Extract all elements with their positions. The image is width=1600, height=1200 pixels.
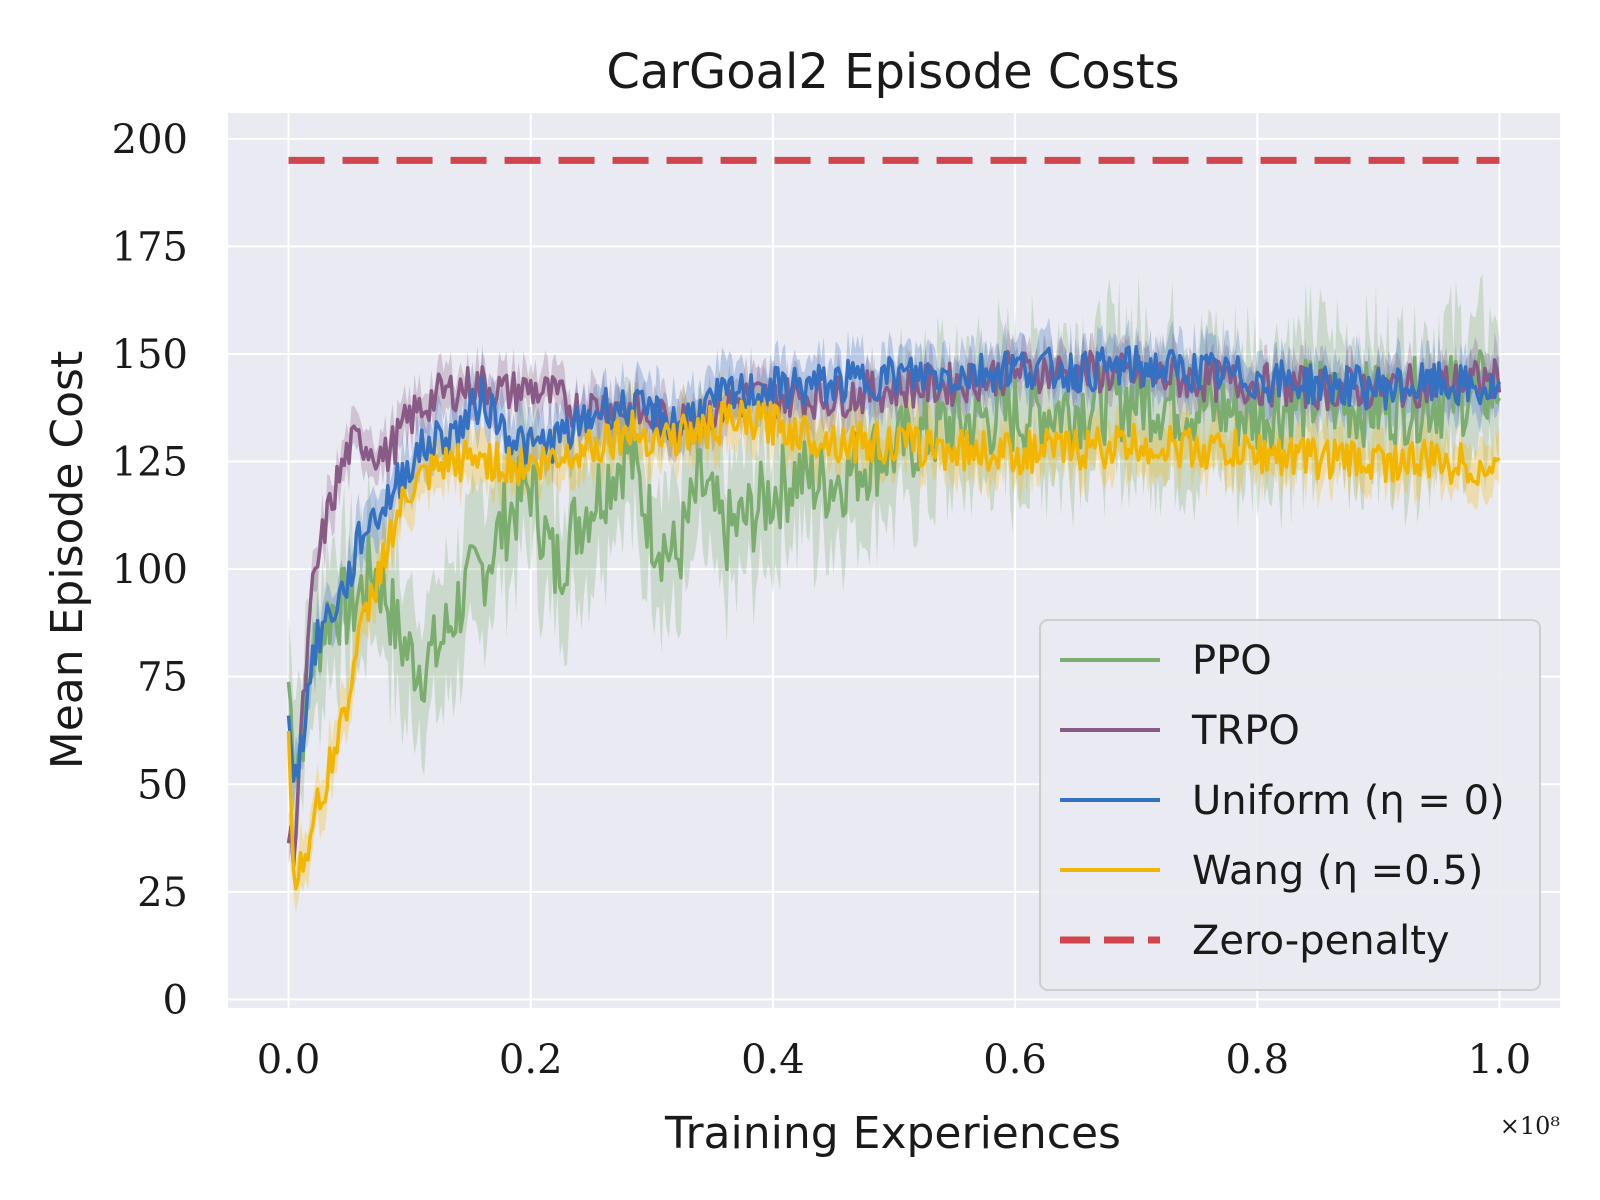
y-tick-label: 0 — [163, 977, 188, 1023]
y-tick-label: 50 — [137, 762, 188, 808]
legend-box — [1039, 619, 1541, 991]
x-tick-label: 0.6 — [983, 1037, 1047, 1083]
series-lines — [286, 156, 1502, 891]
legend: PPO TRPO Uniform (η = 0) Wang (η =0.5) Zero-… — [1039, 619, 1541, 991]
x-tick-label: 0.8 — [1225, 1037, 1289, 1083]
x-tick-label: 0.2 — [499, 1037, 563, 1083]
y-axis: 0 25 50 75 100 125 150 175 200 — [112, 117, 188, 1024]
x-axis: 0.0 0.2 0.4 0.6 0.8 1.0 — [257, 1037, 1532, 1083]
x-tick-label: 0.0 — [257, 1037, 321, 1083]
y-tick-label: 175 — [112, 224, 188, 270]
y-tick-label: 200 — [112, 117, 188, 163]
x-tick-label: 0.4 — [741, 1037, 805, 1083]
x-axis-label: Training Experiences — [664, 1108, 1121, 1159]
legend-label-ppo: PPO — [1192, 638, 1272, 684]
y-tick-label: 100 — [112, 547, 188, 593]
legend-label-uniform-0: Uniform (η = 0) — [1192, 778, 1505, 824]
series-line-uniform-0 — [286, 344, 1502, 783]
legend-label-wang-0-5: Wang (η =0.5) — [1192, 848, 1483, 894]
y-tick-label: 25 — [137, 870, 188, 916]
y-tick-label: 150 — [112, 332, 188, 378]
legend-label-trpo: TRPO — [1191, 708, 1300, 754]
series-line-wang-0-5 — [286, 399, 1501, 891]
x-tick-label: 1.0 — [1468, 1037, 1532, 1083]
x-axis-multiplier: ×10⁸ — [1500, 1112, 1560, 1140]
y-tick-label: 125 — [112, 440, 188, 486]
legend-label-zero-penalty: Zero-penalty — [1192, 918, 1450, 964]
y-tick-label: 75 — [137, 655, 188, 701]
y-axis-label: Mean Episode Cost — [42, 351, 93, 769]
chart-title: CarGoal2 Episode Costs — [606, 44, 1179, 100]
